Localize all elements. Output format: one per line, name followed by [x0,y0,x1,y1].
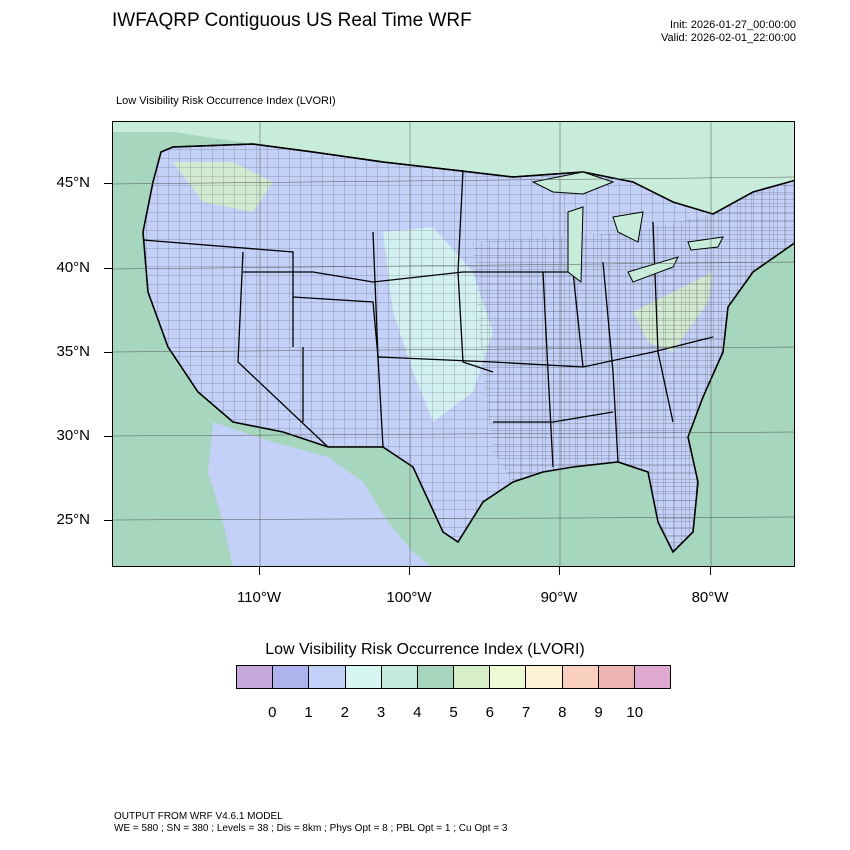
tick-lat-30 [104,436,112,437]
lat-label-45: 45°N [56,174,90,191]
tick-lat-25 [104,520,112,521]
lon-label-100: 100°W [386,589,432,606]
init-time: Init: 2026-01-27_00:00:00 [670,19,796,31]
colorbar-label: 10 [626,704,644,721]
lon-label-80: 80°W [691,589,729,606]
colorbar-swatch [634,666,671,688]
colorbar-swatch [454,666,491,688]
lat-label-25: 25°N [56,511,90,528]
lake-michigan [567,206,584,283]
legend-title: Low Visibility Risk Occurrence Index (LV… [265,641,585,658]
mexico-land [208,422,431,566]
lake-huron [612,211,644,243]
tick-lon-110 [259,567,260,575]
tick-lon-80 [710,567,711,575]
tick-lat-45 [104,183,112,184]
state-boundaries [142,169,714,468]
footer-config: WE = 580 ; SN = 380 ; Levels = 38 ; Dis … [114,823,508,834]
tick-lon-90 [559,567,560,575]
colorbar-label: 8 [558,704,567,721]
map-canvas [113,122,794,566]
lake-ontario [687,236,724,251]
graticule [113,122,794,566]
lon-label-110: 110°W [236,589,282,606]
lat-label-35: 35°N [56,343,90,360]
colorbar-label: 7 [521,704,531,721]
map-panel [112,121,795,567]
colorbar-label: 4 [413,704,422,721]
colorbar-swatch [417,666,455,688]
colorbar-label: 0 [268,704,277,721]
colorbar-swatch [490,666,527,688]
colorbar-label: 2 [340,704,349,721]
colorbar-swatch [345,666,382,688]
county-boundaries-east [473,180,794,552]
footer-model: OUTPUT FROM WRF V4.6.1 MODEL [114,811,283,822]
lon-label-90: 90°W [540,589,578,606]
tick-lon-100 [409,567,410,575]
valid-time: Valid: 2026-02-01_22:00:00 [661,32,796,44]
colorbar-swatch [562,666,599,688]
lat-label-40: 40°N [56,259,90,276]
colorbar-swatch [526,666,563,688]
canada-border [160,143,634,183]
colorbar-label: 1 [304,704,313,721]
canada-land [113,122,794,214]
colorbar-label: 6 [485,704,494,721]
main-title: IWFAQRP Contiguous US Real Time WRF [112,10,472,31]
colorbar-label: 9 [594,704,603,721]
colorbar-swatch [598,666,635,688]
colorbar [236,665,671,689]
lake-superior [531,171,615,195]
colorbar-swatch [273,666,310,688]
colorbar-label: 5 [449,704,458,721]
colorbar-swatch [381,666,418,688]
lat-label-30: 30°N [56,427,90,444]
colorbar-swatch [237,666,274,688]
tick-lat-40 [104,268,112,269]
colorbar-label: 3 [376,704,386,721]
tick-lat-35 [104,352,112,353]
colorbar-swatch [309,666,346,688]
field-label: Low Visibility Risk Occurrence Index (LV… [116,95,336,107]
